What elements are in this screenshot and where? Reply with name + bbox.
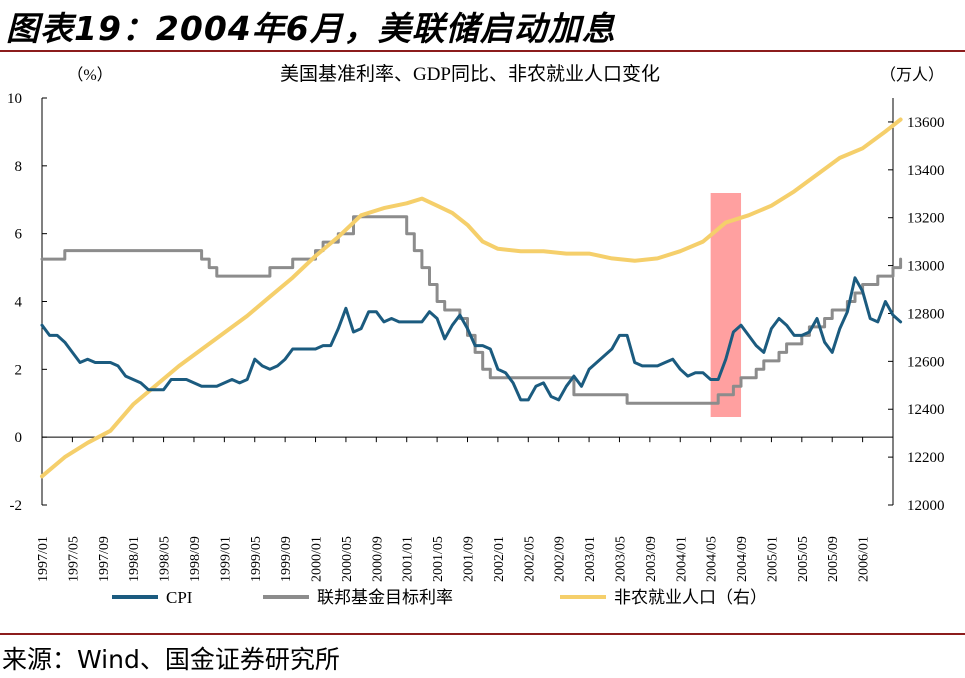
x-axis-tick-label: 2005/09 <box>826 536 841 582</box>
x-axis-tick-label: 2005/01 <box>765 536 780 582</box>
x-axis-tick-label: 2006/01 <box>857 536 872 582</box>
x-axis-tick-label: 1997/09 <box>97 536 112 582</box>
right-axis-tick-label: 12600 <box>907 354 945 370</box>
x-axis-tick-label: 2000/01 <box>310 536 325 582</box>
chart-title: 美国基准利率、GDP同比、非农就业人口变化 <box>280 63 660 85</box>
x-axis-tick-label: 2002/09 <box>553 536 568 582</box>
series-line-cpi <box>40 276 903 402</box>
source-divider <box>0 633 965 635</box>
x-axis-tick-label: 2001/09 <box>462 536 477 582</box>
right-axis-tick-label: 13600 <box>907 115 945 131</box>
x-axis-tick-label: 2004/01 <box>674 536 689 582</box>
x-axis-tick-label: 2004/09 <box>735 536 750 582</box>
source-note: 来源：Wind、国金证券研究所 <box>2 645 340 674</box>
right-axis-tick-label: 12000 <box>907 498 945 514</box>
right-axis-tick-label: 12200 <box>907 450 945 466</box>
x-axis-tick-label: 1998/09 <box>188 536 203 582</box>
series-line-nonfarm-payrolls <box>40 117 903 479</box>
x-axis-tick-label: 2001/05 <box>431 536 446 582</box>
right-axis-tick-label: 13400 <box>907 163 945 179</box>
right-axis-unit: （万人） <box>880 66 944 84</box>
x-axis-tick-label: 2005/05 <box>796 536 811 582</box>
x-axis-tick-label: 2002/05 <box>522 536 537 582</box>
left-axis-tick-label: 8 <box>15 159 23 175</box>
x-axis-tick-label: 1998/01 <box>127 536 142 582</box>
legend-label-nonfarm-payrolls: 非农就业人口（右） <box>614 588 767 607</box>
x-axis-tick-label: 1997/05 <box>66 536 81 582</box>
left-axis-unit: （%） <box>67 66 112 84</box>
x-axis-tick-label: 2000/09 <box>370 536 385 582</box>
x-axis-tick-label: 2003/01 <box>583 536 598 582</box>
left-axis-tick-label: 0 <box>15 430 23 446</box>
right-axis-tick-label: 12400 <box>907 402 945 418</box>
x-axis-tick-label: 1998/05 <box>158 536 173 582</box>
x-axis-tick-label: 2004/05 <box>705 536 720 582</box>
x-axis-tick-label: 2000/05 <box>340 536 355 582</box>
right-axis-tick-label: 13000 <box>907 259 945 275</box>
x-axis-tick-label: 1997/01 <box>36 536 51 582</box>
x-axis-tick-label: 2003/05 <box>613 536 628 582</box>
legend-label-cpi: CPI <box>166 588 193 607</box>
right-axis-tick-label: 13200 <box>907 211 945 227</box>
x-axis-tick-label: 1999/09 <box>279 536 294 582</box>
x-axis-tick-label: 1999/05 <box>249 536 264 582</box>
series-line-fed-funds-rate <box>40 215 903 405</box>
left-axis-tick-label: 4 <box>15 295 23 311</box>
title-divider <box>0 50 965 52</box>
left-axis-tick-label: 10 <box>7 91 22 107</box>
highlight-band <box>710 193 742 417</box>
x-axis-tick-label: 2003/09 <box>644 536 659 582</box>
chart: -2 0 2 4 6 8 10 12000 12200 12400 12600 12800 13000 1… <box>7 63 945 607</box>
left-axis-tick-label: -2 <box>10 498 23 514</box>
figure-title: 图表19：2004年6月，美联储启动加息 <box>6 9 616 48</box>
legend-label-fed-funds-rate: 联邦基金目标利率 <box>317 588 453 607</box>
right-axis-tick-label: 12800 <box>907 306 945 322</box>
x-axis-tick-label: 1999/01 <box>218 536 233 582</box>
left-axis-tick-label: 2 <box>15 362 23 378</box>
x-axis-tick-label: 2001/01 <box>401 536 416 582</box>
x-axis-tick-label: 2002/01 <box>492 536 507 582</box>
left-axis-tick-label: 6 <box>15 227 23 243</box>
